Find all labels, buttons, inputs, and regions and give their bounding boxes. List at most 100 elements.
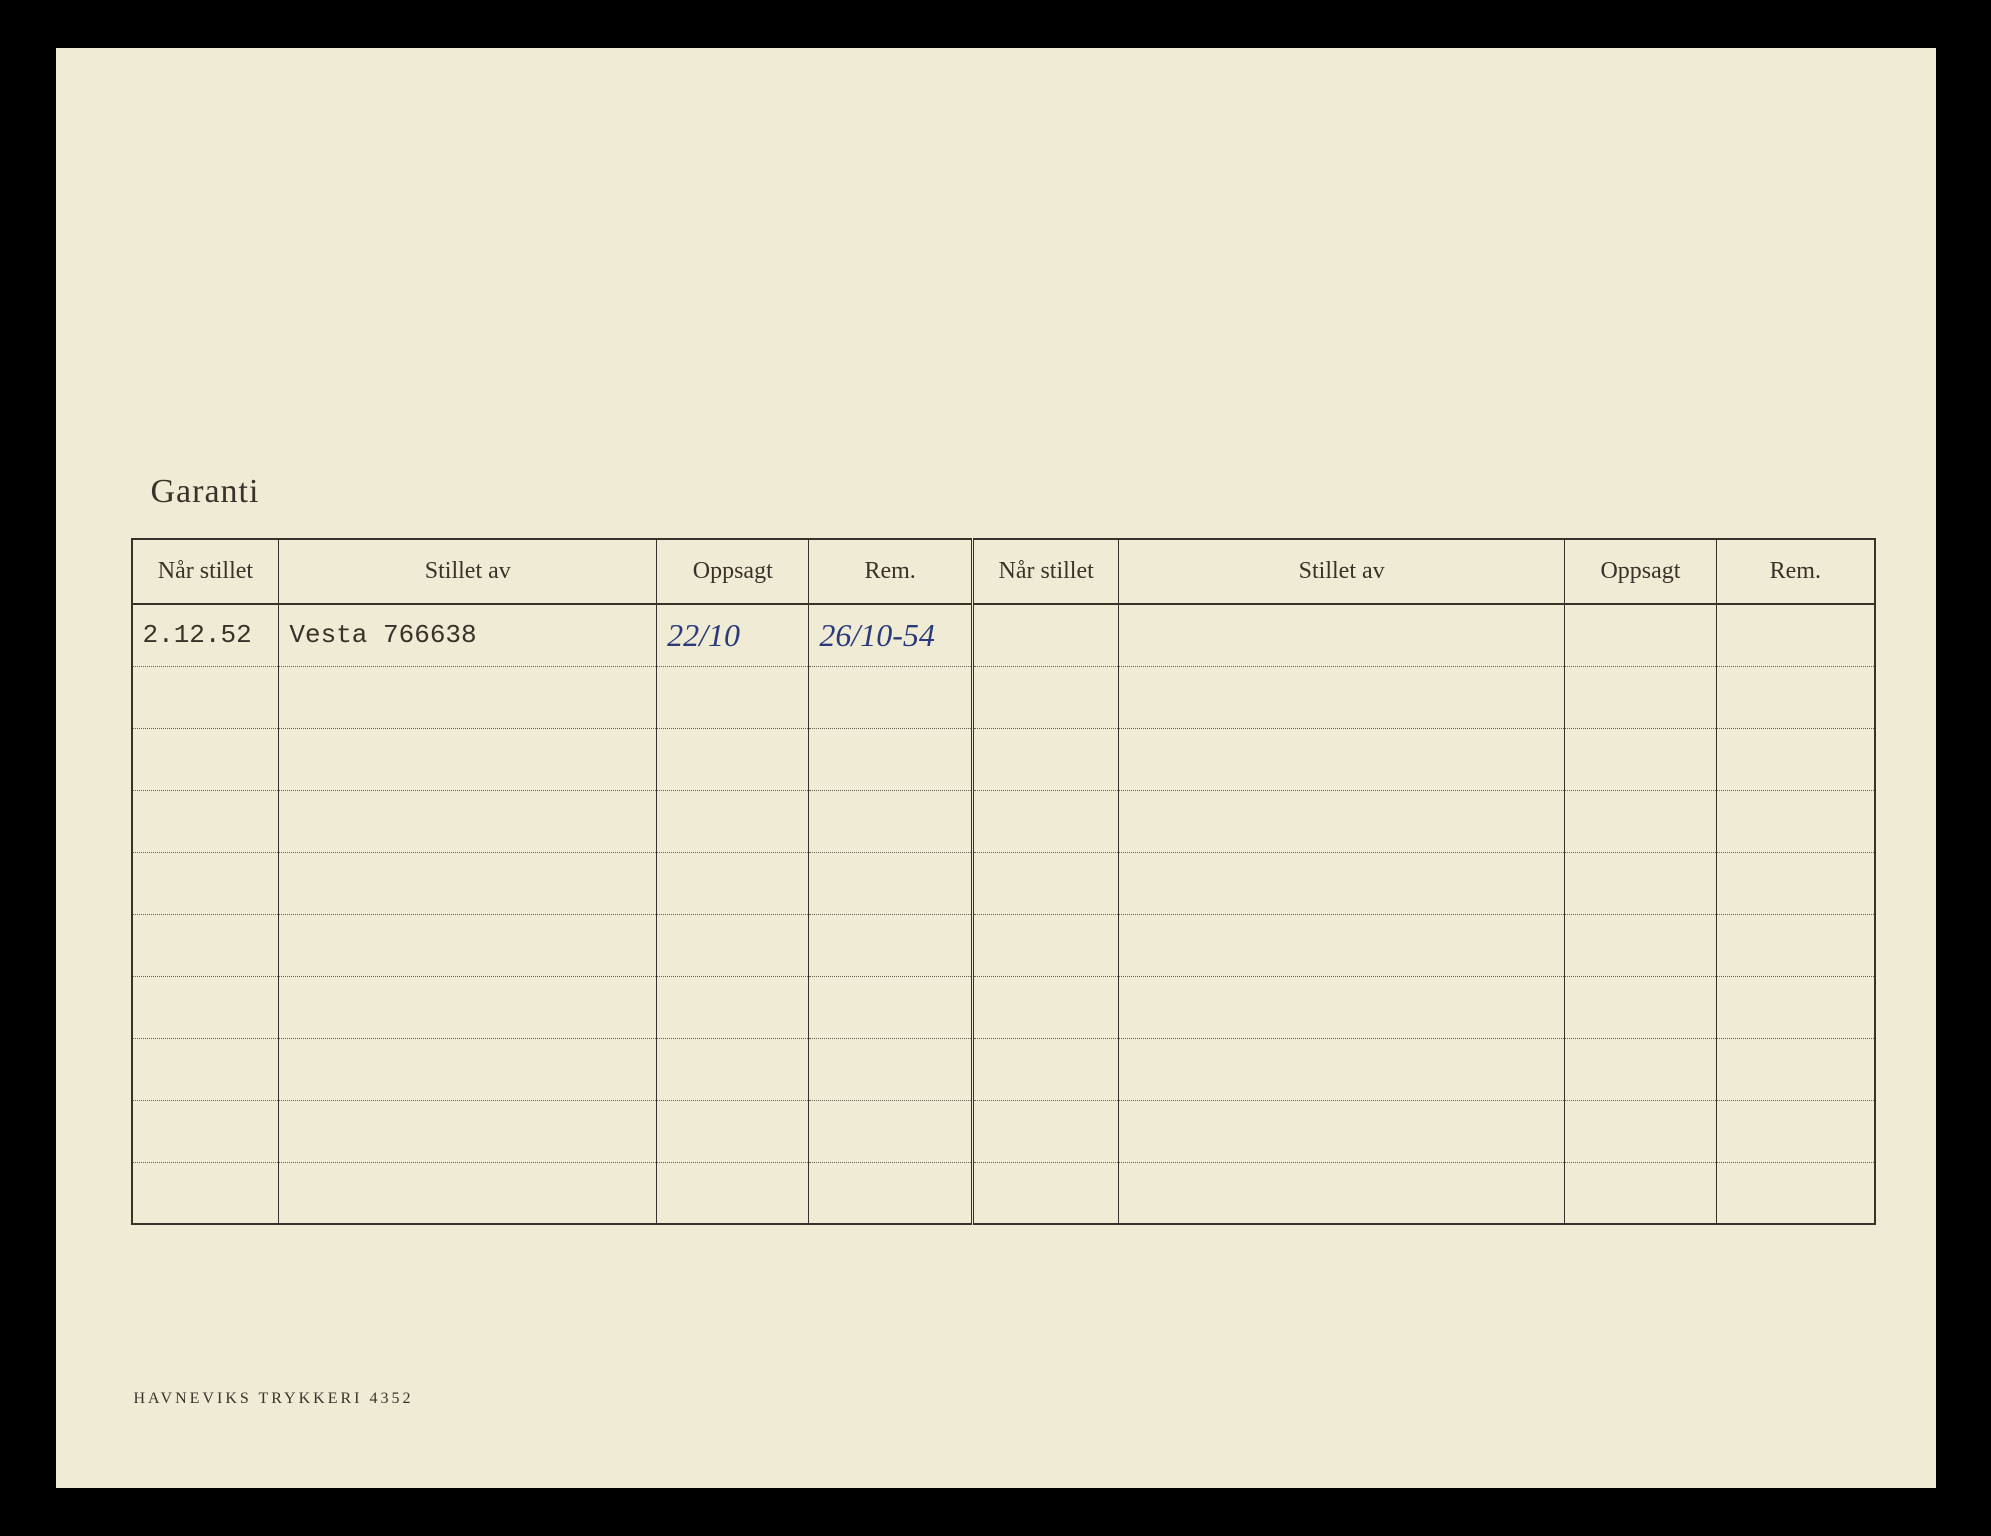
garanti-table: Når stillet Stillet av Oppsagt Rem. Når …: [131, 538, 1876, 1225]
empty-cell: [1564, 976, 1716, 1038]
cell-stillet-av-1: Vesta 766638: [279, 604, 657, 666]
empty-cell: [1119, 852, 1564, 914]
empty-cell: [809, 1162, 973, 1224]
empty-cell: [657, 1100, 809, 1162]
empty-cell: [1119, 914, 1564, 976]
empty-cell: [279, 852, 657, 914]
table-row: [132, 666, 1875, 728]
empty-cell: [657, 852, 809, 914]
empty-cell: [132, 1100, 279, 1162]
empty-cell: [1564, 1162, 1716, 1224]
empty-cell: [972, 976, 1119, 1038]
header-nar-stillet-1: Når stillet: [132, 539, 279, 604]
empty-cell: [1119, 976, 1564, 1038]
empty-cell: [657, 790, 809, 852]
empty-cell: [1564, 1100, 1716, 1162]
empty-cell: [657, 728, 809, 790]
table-row: [132, 914, 1875, 976]
empty-cell: [279, 1100, 657, 1162]
table-row: [132, 976, 1875, 1038]
empty-cell: [132, 728, 279, 790]
empty-cell: [1564, 728, 1716, 790]
document-page: Garanti Når stillet Stillet av Oppsagt R…: [56, 48, 1936, 1488]
empty-cell: [1717, 666, 1875, 728]
empty-cell: [1717, 1038, 1875, 1100]
empty-cell: [1564, 666, 1716, 728]
cell-nar-stillet-2: [972, 604, 1119, 666]
cell-oppsagt-2: [1564, 604, 1716, 666]
header-stillet-av-2: Stillet av: [1119, 539, 1564, 604]
cell-oppsagt-1: 22/10: [657, 604, 809, 666]
cell-stillet-av-2: [1119, 604, 1564, 666]
empty-cell: [1717, 1100, 1875, 1162]
empty-cell: [132, 1038, 279, 1100]
empty-cell: [809, 976, 973, 1038]
table-row: [132, 1100, 1875, 1162]
empty-cell: [972, 1100, 1119, 1162]
empty-cell: [1119, 666, 1564, 728]
empty-cell: [809, 790, 973, 852]
empty-cell: [279, 666, 657, 728]
empty-cell: [1119, 1100, 1564, 1162]
empty-cell: [279, 976, 657, 1038]
header-nar-stillet-2: Når stillet: [972, 539, 1119, 604]
empty-cell: [657, 976, 809, 1038]
table-row: 2.12.52 Vesta 766638 22/10 26/10-54: [132, 604, 1875, 666]
empty-cell: [972, 1038, 1119, 1100]
table-row: [132, 790, 1875, 852]
empty-cell: [809, 666, 973, 728]
empty-cell: [1564, 852, 1716, 914]
empty-cell: [1717, 790, 1875, 852]
table-row: [132, 1038, 1875, 1100]
empty-cell: [657, 666, 809, 728]
empty-cell: [657, 1038, 809, 1100]
empty-cell: [1717, 728, 1875, 790]
empty-cell: [1717, 852, 1875, 914]
empty-cell: [1119, 728, 1564, 790]
empty-cell: [1717, 976, 1875, 1038]
empty-cell: [809, 914, 973, 976]
empty-cell: [809, 852, 973, 914]
empty-cell: [657, 914, 809, 976]
empty-cell: [132, 1162, 279, 1224]
empty-cell: [972, 790, 1119, 852]
empty-cell: [279, 728, 657, 790]
empty-cell: [1564, 914, 1716, 976]
page-title: Garanti: [151, 473, 260, 511]
table-body: 2.12.52 Vesta 766638 22/10 26/10-54: [132, 604, 1875, 1224]
cell-rem-2: [1717, 604, 1875, 666]
cell-rem-1: 26/10-54: [809, 604, 973, 666]
empty-cell: [132, 852, 279, 914]
empty-cell: [1564, 1038, 1716, 1100]
printer-footer: HAVNEVIKS TRYKKERI 4352: [134, 1390, 414, 1408]
empty-cell: [1717, 914, 1875, 976]
empty-cell: [809, 1100, 973, 1162]
empty-cell: [972, 914, 1119, 976]
empty-cell: [1564, 790, 1716, 852]
empty-cell: [279, 1038, 657, 1100]
empty-cell: [809, 728, 973, 790]
table-row: [132, 1162, 1875, 1224]
garanti-table-container: Når stillet Stillet av Oppsagt Rem. Når …: [131, 538, 1876, 1225]
empty-cell: [972, 666, 1119, 728]
empty-cell: [809, 1038, 973, 1100]
empty-cell: [279, 914, 657, 976]
cell-nar-stillet-1: 2.12.52: [132, 604, 279, 666]
table-header-row: Når stillet Stillet av Oppsagt Rem. Når …: [132, 539, 1875, 604]
empty-cell: [972, 728, 1119, 790]
header-oppsagt-1: Oppsagt: [657, 539, 809, 604]
empty-cell: [972, 1162, 1119, 1224]
empty-cell: [657, 1162, 809, 1224]
table-row: [132, 852, 1875, 914]
empty-cell: [1717, 1162, 1875, 1224]
header-oppsagt-2: Oppsagt: [1564, 539, 1716, 604]
empty-cell: [1119, 1038, 1564, 1100]
empty-cell: [132, 790, 279, 852]
header-stillet-av-1: Stillet av: [279, 539, 657, 604]
empty-cell: [132, 914, 279, 976]
header-rem-1: Rem.: [809, 539, 973, 604]
empty-cell: [1119, 1162, 1564, 1224]
empty-cell: [1119, 790, 1564, 852]
empty-cell: [279, 790, 657, 852]
table-row: [132, 728, 1875, 790]
